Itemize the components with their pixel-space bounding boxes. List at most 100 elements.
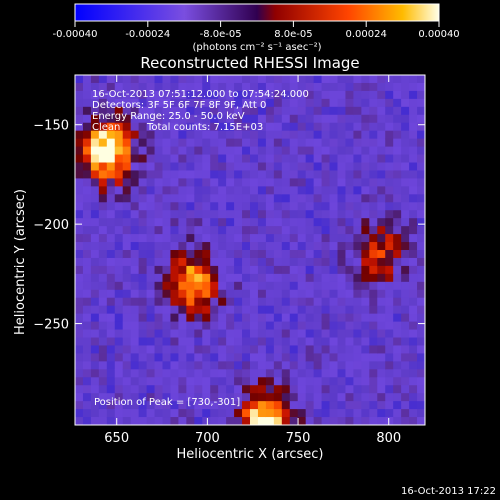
heatmap-cell — [281, 242, 291, 251]
heatmap-cell — [90, 265, 100, 275]
heatmap-cell — [313, 289, 323, 299]
heatmap-cell — [361, 401, 370, 410]
heatmap-cell — [393, 250, 402, 259]
heatmap-cell — [289, 218, 299, 227]
heatmap-cell — [178, 194, 187, 203]
heatmap-cell — [130, 218, 140, 227]
heatmap-cell — [250, 385, 259, 394]
energy-range-text: Energy Range: 25.0 - 50.0 keV — [92, 111, 245, 122]
heatmap-cell — [313, 305, 323, 315]
heatmap-cell — [297, 82, 307, 92]
y-axis-label: Heliocentric Y (arcsec) — [13, 189, 28, 335]
heatmap-cell — [417, 234, 425, 243]
heatmap-cell — [353, 321, 362, 331]
heatmap-cell — [154, 393, 164, 402]
heatmap-cell — [393, 146, 402, 156]
heatmap-cell — [138, 289, 148, 299]
heatmap-cell — [409, 90, 418, 100]
heatmap-cell — [321, 393, 331, 402]
heatmap-cell — [297, 329, 307, 339]
heatmap-cell — [226, 138, 235, 148]
heatmap-cell — [82, 146, 92, 156]
heatmap-cell — [409, 106, 418, 116]
heatmap-cell — [242, 265, 251, 275]
heatmap-cell — [337, 210, 347, 219]
heatmap-cell — [114, 329, 124, 339]
heatmap-cell — [210, 281, 219, 291]
heatmap-cell — [321, 210, 331, 219]
heatmap-cell — [417, 194, 425, 203]
heatmap-cell — [75, 377, 84, 386]
heatmap-cell — [345, 250, 355, 259]
heatmap-cell — [170, 226, 180, 235]
heatmap-cell — [218, 289, 227, 299]
heatmap-cell — [218, 234, 227, 243]
heatmap-cell — [138, 170, 148, 180]
heatmap-cell — [353, 281, 362, 291]
heatmap-cell — [289, 393, 299, 402]
heatmap-cell — [329, 257, 339, 267]
heatmap-cell — [265, 218, 275, 227]
colorbar-tick-label: -8.0e-05 — [200, 29, 242, 40]
heatmap-cell — [353, 162, 362, 172]
heatmap-cell — [289, 234, 299, 243]
heatmap-cell — [242, 289, 251, 299]
heatmap-cell — [98, 210, 108, 219]
heatmap-cell — [242, 385, 251, 394]
heatmap-cell — [409, 289, 418, 299]
heatmap-cell — [401, 90, 410, 100]
heatmap-cell — [114, 409, 124, 418]
heatmap-cell — [353, 345, 362, 355]
detectors-text: Detectors: 3F 5F 6F 7F 8F 9F, Att 0 — [92, 100, 266, 111]
heatmap-cell — [297, 146, 307, 156]
heatmap-cell — [265, 98, 275, 108]
heatmap-cell — [170, 257, 180, 267]
heatmap-cell — [329, 409, 339, 418]
heatmap-cell — [305, 369, 315, 378]
heatmap-cell — [186, 353, 195, 362]
heatmap-cell — [154, 257, 164, 267]
heatmap-cell — [162, 138, 172, 148]
heatmap-cell — [385, 273, 394, 283]
heatmap-cell — [82, 154, 92, 164]
heatmap-cell — [297, 98, 307, 108]
heatmap-cell — [305, 130, 315, 140]
heatmap-cell — [186, 417, 195, 425]
heatmap-cell — [146, 377, 156, 386]
heatmap-cell — [114, 130, 124, 140]
heatmap-cell — [98, 250, 108, 259]
heatmap-cell — [226, 305, 235, 315]
heatmap-cell — [250, 377, 259, 386]
heatmap-cell — [281, 337, 291, 347]
heatmap-cell — [401, 281, 410, 291]
heatmap-cell — [90, 257, 100, 267]
heatmap-cell — [194, 154, 203, 164]
heatmap-cell — [265, 170, 275, 180]
heatmap-cell — [170, 281, 180, 291]
heatmap-cell — [234, 122, 243, 132]
heatmap-cell — [170, 194, 180, 203]
heatmap-cell — [98, 337, 108, 347]
heatmap-cell — [385, 82, 394, 92]
heatmap-cell — [337, 305, 347, 315]
heatmap-cell — [122, 250, 132, 259]
heatmap-cell — [377, 194, 386, 203]
heatmap-cell — [194, 138, 203, 148]
heatmap-cell — [90, 75, 100, 84]
heatmap-cell — [305, 202, 315, 211]
heatmap-cell — [377, 321, 386, 331]
clean-method-text: Clean — [92, 122, 120, 133]
heatmap-cell — [257, 202, 267, 211]
heatmap-cell — [313, 234, 323, 243]
heatmap-cell — [377, 281, 386, 291]
heatmap-cell — [210, 162, 219, 172]
heatmap-cell — [138, 98, 148, 108]
heatmap-cell — [106, 353, 116, 362]
heatmap-cell — [162, 154, 172, 164]
heatmap-cell — [385, 162, 394, 172]
heatmap-cell — [369, 313, 378, 323]
heatmap-cell — [409, 361, 418, 370]
heatmap-cell — [154, 401, 164, 410]
heatmap-cell — [385, 313, 394, 323]
